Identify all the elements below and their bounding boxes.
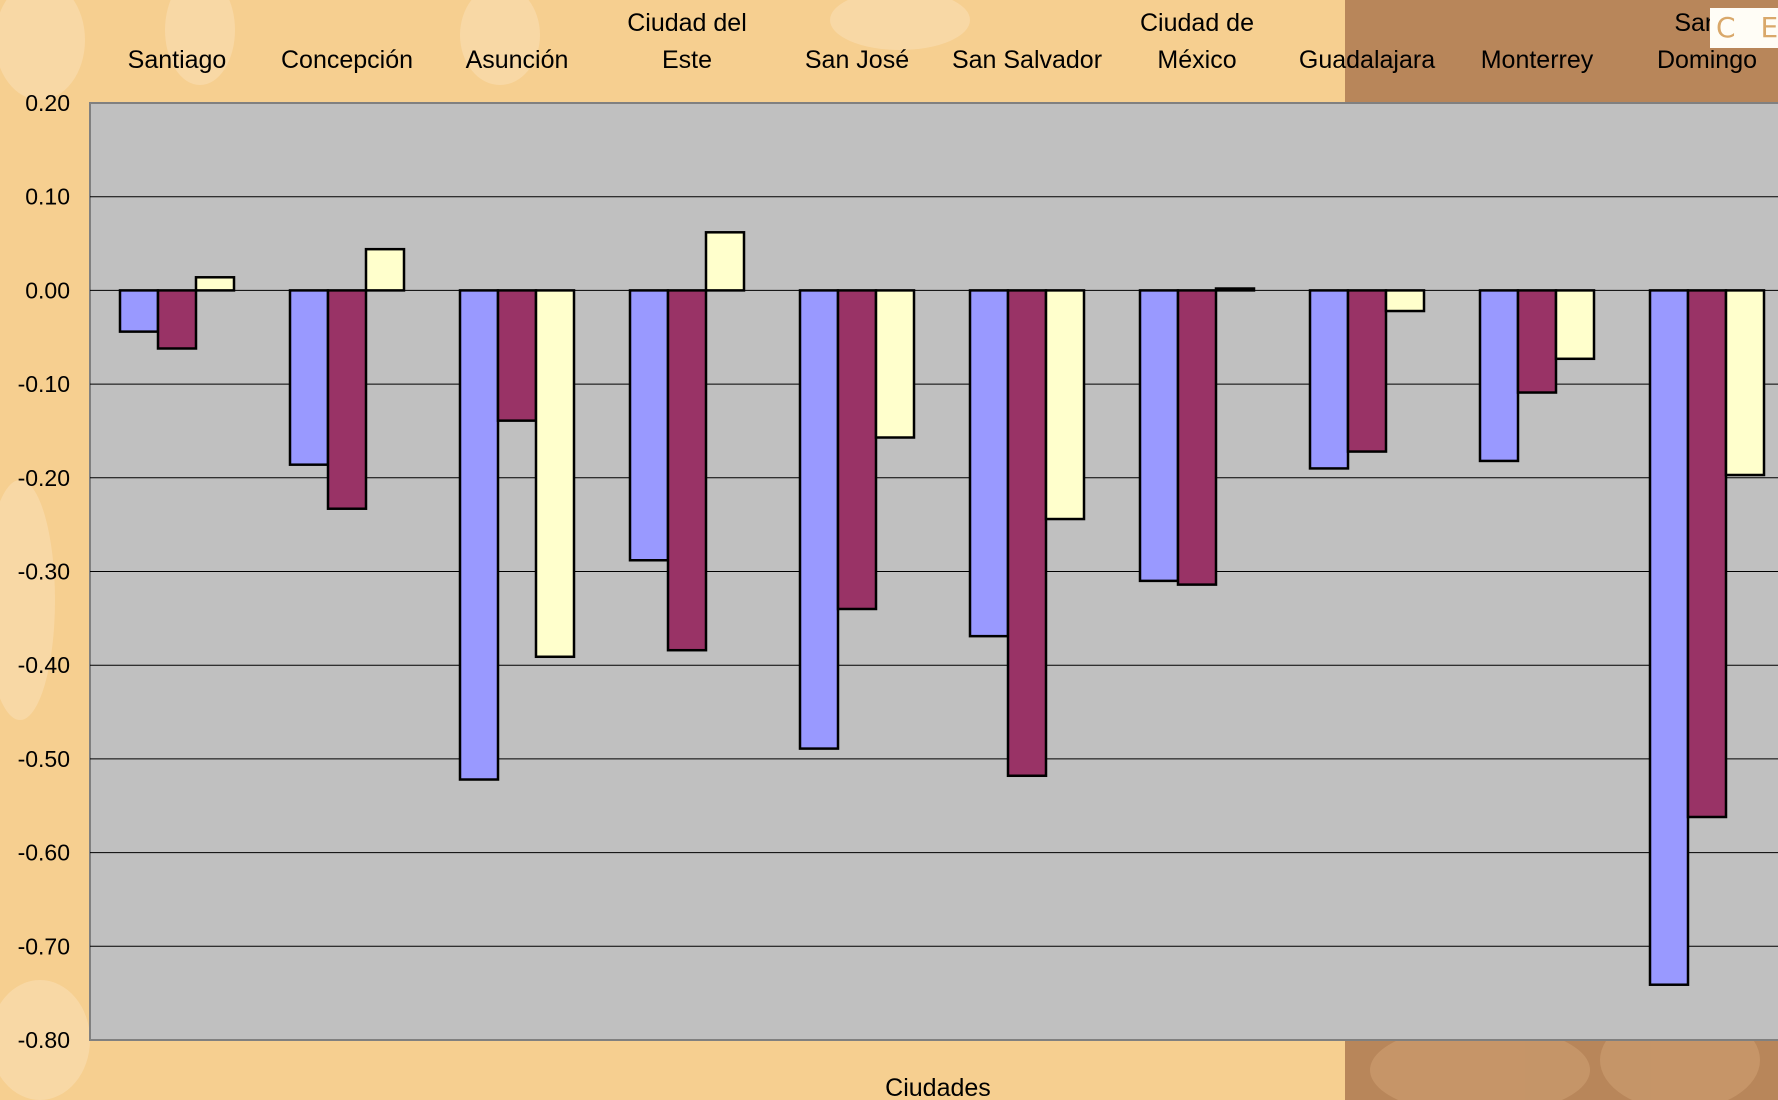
category-label: Domingo bbox=[1657, 46, 1757, 74]
bar bbox=[1686, 289, 1728, 819]
y-tick-label: -0.50 bbox=[18, 746, 70, 772]
bar bbox=[704, 231, 746, 292]
category-label: Este bbox=[662, 46, 712, 74]
y-tick-label: -0.20 bbox=[18, 465, 70, 491]
category-label: México bbox=[1157, 46, 1236, 74]
bars bbox=[118, 231, 1766, 986]
category-label: San Salvador bbox=[952, 46, 1102, 74]
y-tick-label: 0.10 bbox=[25, 184, 70, 210]
y-tick-label: -0.30 bbox=[18, 559, 70, 585]
y-axis-tick-labels: 0.20 0.10 0.00 -0.10 -0.20 -0.30 -0.40 -0.50 -0.… bbox=[18, 90, 70, 1053]
category-label: Santiago bbox=[128, 46, 227, 74]
bar bbox=[1176, 289, 1218, 586]
y-tick-label: 0.20 bbox=[25, 90, 70, 116]
y-tick-label: -0.10 bbox=[18, 371, 70, 397]
bar bbox=[798, 289, 840, 750]
bar bbox=[496, 289, 538, 422]
bar bbox=[836, 289, 878, 611]
y-tick-label: -0.80 bbox=[18, 1027, 70, 1053]
bar bbox=[628, 289, 670, 562]
category-label: Concepción bbox=[281, 46, 413, 74]
bar bbox=[874, 289, 916, 439]
bar bbox=[534, 289, 576, 659]
bar bbox=[458, 289, 500, 781]
bar bbox=[288, 289, 330, 466]
y-tick-label: -0.40 bbox=[18, 652, 70, 678]
bar bbox=[118, 289, 160, 333]
bar bbox=[1554, 289, 1596, 361]
y-tick-label: -0.70 bbox=[18, 933, 70, 959]
category-label: Ciudad del bbox=[627, 9, 747, 37]
category-labels: Santiago Concepción Asunción Ciudad del Este… bbox=[128, 9, 1757, 74]
bar bbox=[326, 289, 368, 510]
bar bbox=[364, 247, 406, 292]
category-label: Monterrey bbox=[1481, 46, 1594, 74]
bar bbox=[1006, 289, 1048, 778]
bar bbox=[1308, 289, 1350, 470]
bar bbox=[1478, 289, 1520, 463]
bar bbox=[1346, 289, 1388, 453]
category-label: Guadalajara bbox=[1299, 46, 1435, 74]
bar bbox=[1044, 289, 1086, 521]
bar bbox=[1724, 289, 1766, 477]
bar bbox=[968, 289, 1010, 638]
category-label: San José bbox=[805, 46, 909, 74]
bar bbox=[1516, 289, 1558, 394]
bar bbox=[156, 289, 198, 350]
bar bbox=[194, 276, 236, 292]
category-label: Ciudad de bbox=[1140, 9, 1254, 37]
logo: C E P bbox=[1710, 8, 1778, 48]
y-tick-label: 0.00 bbox=[25, 277, 70, 303]
x-axis-title: Ciudades bbox=[885, 1074, 991, 1100]
bar bbox=[666, 289, 708, 652]
y-tick-label: -0.60 bbox=[18, 840, 70, 866]
bar bbox=[1384, 289, 1426, 313]
bar bbox=[1214, 287, 1256, 292]
category-label: Asunción bbox=[466, 46, 569, 74]
bar bbox=[1648, 289, 1690, 986]
bar bbox=[1138, 289, 1180, 583]
